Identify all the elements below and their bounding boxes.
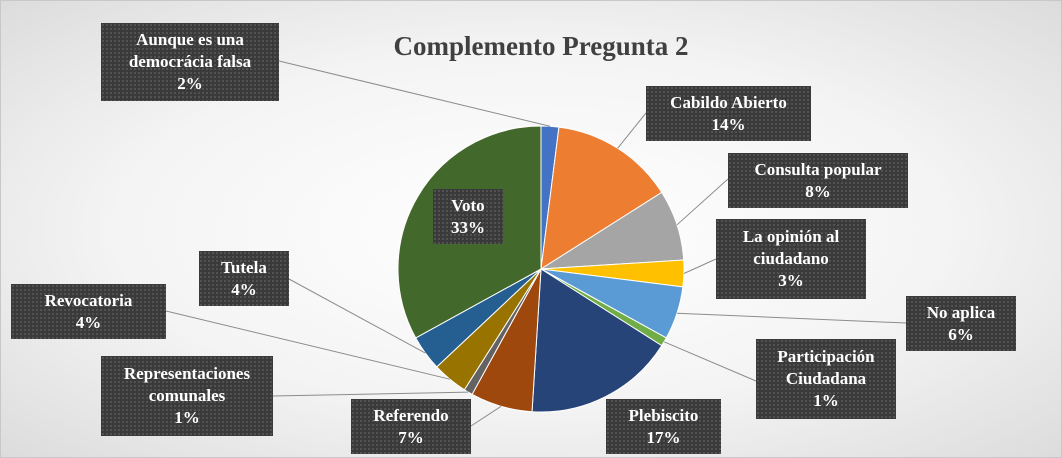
leader-line [165, 310, 450, 380]
leader-line [470, 405, 502, 427]
value-label: 4% [231, 279, 257, 299]
value-label: 2% [177, 74, 203, 93]
data-label: Participación Ciudadana 1% [756, 339, 896, 419]
leader-line [676, 312, 907, 324]
data-label: Referendo 7% [351, 399, 471, 454]
category-name: Revocatoria [44, 290, 133, 310]
category-name: No aplica [926, 302, 996, 322]
leader-line [272, 391, 469, 397]
category-name: Plebiscito [628, 405, 699, 425]
value-label: 6% [948, 324, 974, 344]
chart-title: Complemento Pregunta 2 [393, 31, 689, 61]
data-label: Revocatoria 4% [11, 284, 166, 339]
data-label: Tutela 4% [199, 251, 289, 306]
data-label: Aunque es una democrácia falsa 2% [101, 23, 279, 101]
value-label: 17% [646, 427, 681, 447]
leader-line [278, 60, 551, 127]
value-label: 14% [711, 114, 746, 134]
leader-line [617, 112, 647, 149]
category-name: Consulta popular [754, 159, 882, 179]
pie-slice [531, 268, 663, 413]
data-label: Plebiscito 17% [606, 399, 721, 454]
leader-line [663, 341, 757, 382]
category-name: Voto [451, 195, 485, 215]
value-label: 33% [451, 217, 485, 237]
data-label: Consulta popular 8% [728, 153, 908, 208]
category-name: Cabildo Abierto [670, 92, 787, 112]
category-name: La opinión al ciudadano [742, 227, 840, 268]
data-label: Voto 33% [433, 189, 503, 244]
value-label: 7% [398, 427, 424, 447]
value-label: 1% [174, 408, 200, 427]
value-label: 3% [778, 271, 804, 290]
leader-line [676, 178, 729, 226]
category-name: Tutela [221, 257, 267, 277]
data-label: No aplica 6% [906, 296, 1016, 351]
data-label: Cabildo Abierto 14% [646, 86, 811, 141]
category-name: Participación Ciudadana [777, 347, 875, 388]
category-name: Representaciones comunales [123, 364, 251, 405]
value-label: 8% [805, 181, 831, 201]
data-label: Representaciones comunales 1% [101, 356, 273, 436]
leader-line [683, 258, 717, 274]
category-name: Aunque es una democrácia falsa [128, 30, 252, 71]
pie-slice [540, 126, 663, 270]
data-label: La opinión al ciudadano 3% [716, 219, 866, 299]
category-name: Referendo [373, 405, 449, 425]
leader-line [288, 278, 426, 354]
value-label: 4% [75, 312, 102, 332]
value-label: 1% [813, 391, 839, 410]
